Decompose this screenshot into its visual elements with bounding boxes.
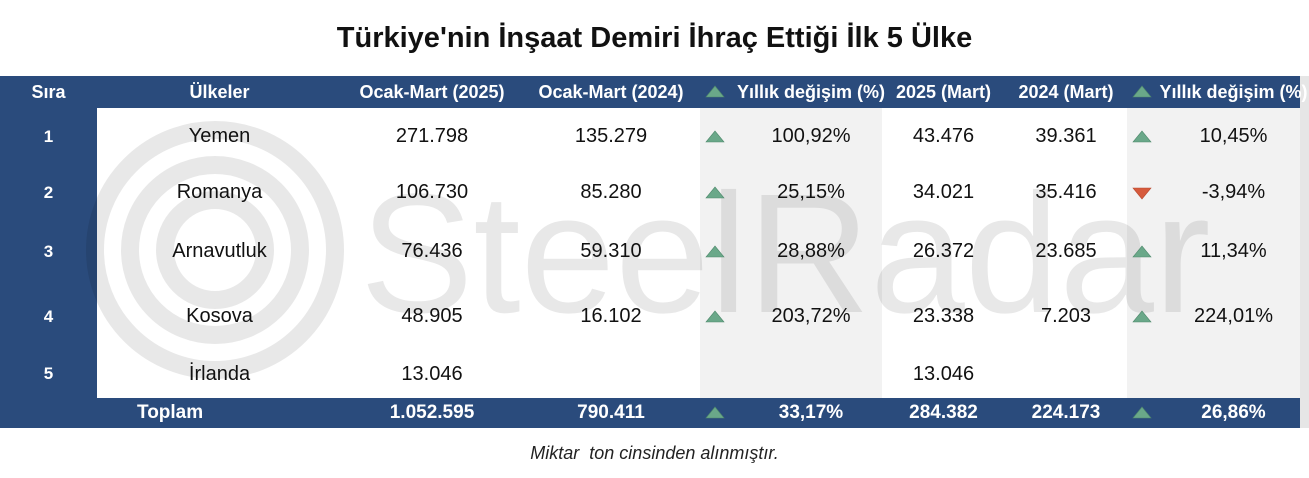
change-cell: Yıllık değişim (%)	[1159, 81, 1308, 102]
arrow-shape	[1132, 85, 1152, 98]
header-bg	[0, 76, 1300, 108]
change-cell: 100,92%	[771, 125, 851, 147]
cell: 35.416	[1035, 181, 1097, 203]
arrow-up	[705, 85, 725, 98]
arrow-up	[705, 245, 725, 257]
cell: 23.338	[912, 305, 975, 327]
cell: 2024 (Mart)	[1018, 81, 1114, 102]
cell: Yemen	[188, 125, 251, 147]
cell: Ülkeler	[189, 81, 250, 102]
change-cell: 11,34%	[1200, 240, 1267, 262]
cell: 224.173	[1031, 402, 1101, 423]
arrow-shape	[705, 245, 725, 257]
cell: 1.052.595	[389, 402, 475, 423]
cell: 2025 (Mart)	[895, 81, 992, 102]
cell: 13.046	[912, 362, 975, 385]
cell: 790.411	[577, 402, 645, 423]
watermark-ring	[121, 156, 309, 344]
cell: Kosova	[186, 305, 253, 327]
column-bg	[522, 108, 700, 398]
title: Türkiye'nin İnşaat Demiri İhraç Ettiği İ…	[336, 21, 973, 54]
cell: 39.361	[1035, 125, 1097, 147]
cell: 106.730	[395, 181, 469, 203]
cell: 26.372	[912, 240, 975, 262]
arrow-shape	[1132, 406, 1152, 419]
watermark-ring	[156, 191, 274, 309]
cell: 2	[43, 182, 54, 202]
arrow-shape	[705, 85, 725, 98]
cell: 85.280	[580, 181, 642, 203]
cell: 5	[43, 364, 54, 383]
cell: Arnavutluk	[172, 240, 267, 262]
column-bg	[97, 108, 342, 398]
arrow-shape	[705, 310, 725, 322]
arrow-shape	[705, 406, 725, 419]
arrow-up	[705, 406, 725, 419]
arrow-shape	[705, 130, 725, 142]
cell: Ocak-Mart (2025)	[359, 81, 505, 102]
column-bg	[700, 108, 882, 398]
change-cell: 26,86%	[1201, 402, 1266, 423]
cell: 1	[43, 126, 54, 146]
note: Miktar ton cinsinden alınmıştır.	[530, 442, 779, 463]
cell: 76.436	[401, 240, 463, 262]
column-bg	[1005, 108, 1127, 398]
change-cell: 203,72%	[771, 305, 851, 327]
right-strip	[1300, 76, 1309, 428]
column-bg	[882, 108, 1005, 398]
cell: 48.905	[401, 305, 463, 327]
cell: 3	[43, 241, 54, 261]
cell: Sıra	[31, 81, 66, 102]
cell: İrlanda	[188, 362, 251, 385]
arrow-up	[705, 130, 725, 142]
change-cell: 10,45%	[1199, 125, 1268, 147]
column-bg	[1127, 108, 1300, 398]
change-cell: 28,88%	[777, 240, 845, 262]
arrow-shape	[1132, 245, 1152, 257]
cell: 284.382	[909, 402, 978, 423]
arrow-up	[705, 186, 725, 198]
cell: 13.046	[401, 362, 463, 385]
cell: 16.102	[580, 305, 642, 327]
column-bg	[342, 108, 522, 398]
arrow-up	[1132, 406, 1152, 419]
cell: 43.476	[912, 125, 975, 147]
cell: 34.021	[912, 181, 975, 203]
cell: Ocak-Mart (2024)	[538, 81, 684, 102]
cell: Toplam	[137, 402, 204, 423]
arrow-shape	[705, 186, 725, 198]
watermark-text: SteelRadar	[360, 159, 1211, 349]
arrow-shape	[1132, 310, 1152, 322]
total-bg	[0, 398, 1300, 428]
change-cell: -3,94%	[1201, 181, 1266, 203]
arrow-up	[1132, 310, 1152, 322]
cell: 23.685	[1035, 240, 1097, 262]
cell: 7.203	[1040, 305, 1092, 327]
cell: 135.279	[574, 125, 648, 147]
cell: Romanya	[176, 181, 263, 203]
arrow-up	[1132, 245, 1152, 257]
note-bg	[0, 428, 1309, 478]
change-cell: 25,15%	[777, 181, 845, 203]
arrow-up	[1132, 130, 1152, 142]
arrow-down	[1132, 187, 1152, 199]
cell: 271.798	[395, 125, 469, 147]
column-bg	[0, 108, 97, 398]
watermark-ring	[86, 121, 344, 379]
change-cell: 224,01%	[1194, 305, 1273, 327]
arrow-up	[1132, 85, 1152, 98]
cell: 59.310	[580, 240, 642, 262]
change-cell: Yıllık değişim (%)	[736, 81, 886, 102]
cell: 4	[43, 306, 54, 326]
arrow-shape	[1132, 130, 1152, 142]
change-cell: 33,17%	[778, 402, 844, 423]
arrow-shape	[1132, 187, 1152, 199]
arrow-up	[705, 310, 725, 322]
